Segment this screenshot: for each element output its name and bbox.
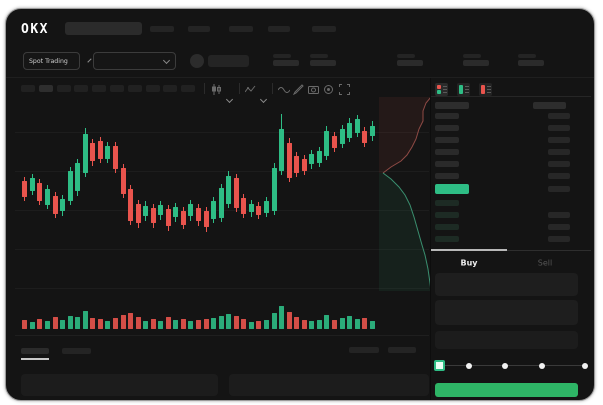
last-price-badge[interactable] xyxy=(435,184,469,194)
ticker-stat-value-skeleton xyxy=(310,60,336,66)
buy-tab-indicator xyxy=(431,249,507,251)
bottom-panel-skeleton xyxy=(21,374,218,396)
ticker-stat-label-skeleton xyxy=(463,54,481,58)
bottom-tab-active-skeleton[interactable] xyxy=(21,348,49,354)
trade-tabs-divider xyxy=(431,250,591,251)
ticker-stat-value-skeleton xyxy=(397,60,423,66)
ticker-stat-value-skeleton xyxy=(518,60,544,66)
timeframe-pill-skeleton[interactable] xyxy=(56,85,71,92)
depth-chart xyxy=(379,97,431,291)
orderbook-header-divider xyxy=(431,96,591,97)
ticker-stat-label-skeleton xyxy=(518,54,536,58)
search-input[interactable] xyxy=(65,22,142,35)
right-panel-divider xyxy=(430,78,431,400)
total-input-skeleton[interactable] xyxy=(435,331,578,349)
timeframe-pill-skeleton[interactable] xyxy=(74,85,89,92)
market-type-selector[interactable]: Spot Trading xyxy=(23,52,92,70)
toolbar-divider xyxy=(272,83,273,94)
chart-bottom-divider xyxy=(15,335,429,336)
timeframe-pill-skeleton[interactable] xyxy=(163,85,178,92)
timeframe-pill-skeleton[interactable] xyxy=(21,85,35,92)
chevron-down-icon xyxy=(162,56,171,64)
bottom-action-skeleton[interactable] xyxy=(349,347,379,353)
nav-item-skeleton[interactable] xyxy=(150,26,174,32)
toolbar-divider xyxy=(239,83,240,94)
ticker-stat-value-skeleton xyxy=(463,60,489,66)
fullscreen-icon[interactable] xyxy=(339,84,350,95)
amount-slider-track[interactable] xyxy=(439,365,587,366)
okx-logo[interactable]: OKX xyxy=(21,21,49,37)
indicators-icon[interactable] xyxy=(245,84,256,95)
slider-handle[interactable] xyxy=(434,360,445,371)
pair-name-skeleton xyxy=(208,55,249,67)
slider-step-dot[interactable] xyxy=(582,363,588,369)
ticker-stat-value-skeleton xyxy=(273,60,299,66)
candles-style-icon[interactable] xyxy=(211,84,222,95)
slider-step-dot[interactable] xyxy=(539,363,545,369)
orderbook-bids-icon[interactable] xyxy=(457,83,470,96)
bottom-tab-skeleton[interactable] xyxy=(62,348,91,354)
ticker-stat-label-skeleton xyxy=(397,54,415,58)
buy-tab[interactable]: Buy xyxy=(460,259,478,268)
sell-tab[interactable]: Sell xyxy=(537,259,553,268)
timeframe-pill-skeleton[interactable] xyxy=(127,85,142,92)
volume-bars xyxy=(21,303,376,329)
bottom-tab-active-indicator xyxy=(21,358,49,360)
last-price-aux-skeleton xyxy=(548,186,570,192)
chevron-down-icon xyxy=(86,57,92,63)
ticker-stat-label-skeleton xyxy=(273,54,291,58)
timeframe-pill-skeleton[interactable] xyxy=(92,85,107,92)
app-window: OKX Spot Trading xyxy=(5,8,595,401)
timeframe-pill-skeleton[interactable] xyxy=(110,85,124,92)
orderbook-col-header-skeleton xyxy=(533,102,566,109)
timeframe-pill-skeleton[interactable] xyxy=(38,85,53,92)
draw-icon[interactable] xyxy=(293,84,304,95)
nav-item-skeleton[interactable] xyxy=(188,26,210,32)
nav-item-skeleton[interactable] xyxy=(268,26,290,32)
bottom-action-skeleton[interactable] xyxy=(388,347,416,353)
nav-item-skeleton[interactable] xyxy=(229,26,253,32)
coin-icon xyxy=(190,54,204,68)
buy-submit-button[interactable] xyxy=(435,383,578,397)
gridline xyxy=(15,249,429,250)
header-divider xyxy=(6,77,594,78)
toolbar-divider xyxy=(204,83,205,94)
orderbook-asks-icon[interactable] xyxy=(479,83,492,96)
pair-selector[interactable] xyxy=(93,52,176,70)
camera-icon[interactable] xyxy=(308,84,319,95)
bottom-panel-skeleton xyxy=(229,374,429,396)
candlestick-chart[interactable] xyxy=(21,101,376,293)
timeframe-pill-skeleton[interactable] xyxy=(181,85,196,92)
orderbook-all-icon[interactable] xyxy=(435,83,448,96)
settings-icon[interactable] xyxy=(323,84,334,95)
slider-step-dot[interactable] xyxy=(466,363,472,369)
price-input-skeleton[interactable] xyxy=(435,273,578,296)
gridline xyxy=(15,288,429,289)
amount-input-skeleton[interactable] xyxy=(435,300,578,325)
nav-item-skeleton[interactable] xyxy=(312,26,336,32)
line-tool-icon[interactable] xyxy=(278,85,290,94)
gridline xyxy=(15,132,429,133)
timeframe-pill-skeleton[interactable] xyxy=(145,85,160,92)
okx-logo-text: OKX xyxy=(21,21,49,37)
orderbook-col-header-skeleton xyxy=(435,102,469,109)
gridline xyxy=(15,171,429,172)
slider-step-dot[interactable] xyxy=(502,363,508,369)
ticker-stat-label-skeleton xyxy=(310,54,328,58)
market-type-label: Spot Trading xyxy=(29,57,68,65)
